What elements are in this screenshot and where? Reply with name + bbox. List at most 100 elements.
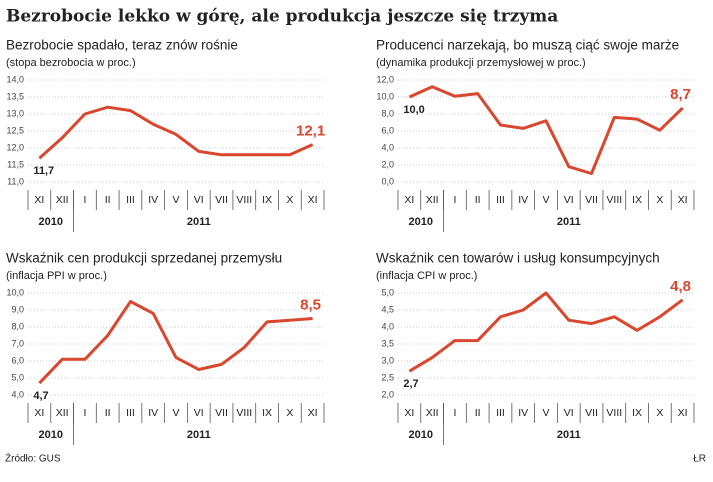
chart-title: Producenci narzekają, bo muszą ciąć swoj…	[376, 38, 679, 53]
y-tick-label: 4,0	[381, 321, 394, 331]
y-tick-label: 4,0	[11, 389, 24, 399]
x-tick-label: XI	[404, 194, 414, 206]
x-tick-label: VIII	[236, 407, 252, 419]
y-tick-label: 10,0	[6, 287, 24, 297]
x-tick-label: XI	[34, 407, 44, 419]
x-tick-label: VII	[585, 407, 598, 419]
x-tick-label: XI	[404, 407, 414, 419]
x-tick-label: III	[126, 194, 135, 206]
x-tick-label: XI	[308, 407, 318, 419]
x-tick-label: V	[172, 407, 179, 419]
value-label: 2,7	[403, 378, 418, 390]
x-tick-label: IV	[518, 194, 528, 206]
data-line	[38, 105, 314, 160]
chart-subtitle: (stopa bezrobocia w proc.)	[6, 57, 136, 69]
x-tick-label: II	[475, 407, 481, 419]
x-tick-label: I	[83, 407, 86, 419]
data-line	[38, 300, 313, 385]
y-tick-label: 13,0	[6, 108, 24, 118]
value-label: 12,1	[296, 123, 325, 140]
y-tick-label: 13,5	[6, 91, 24, 101]
x-tick-label: VI	[564, 407, 574, 419]
y-tick-label: 6,0	[381, 125, 394, 135]
x-tick-label: VI	[564, 194, 574, 206]
y-tick-label: 12,0	[6, 142, 24, 152]
x-tick-label: V	[542, 407, 549, 419]
x-tick-label: VII	[585, 194, 598, 206]
x-tick-label: I	[83, 194, 86, 206]
chart-subtitle: (inflacja PPI w proc.)	[6, 270, 107, 282]
x-tick-label: X	[286, 194, 293, 206]
y-tick-label: 5,0	[381, 287, 394, 297]
x-tick-label: VI	[194, 407, 204, 419]
x-tick-label: VIII	[236, 194, 252, 206]
credit: ŁR	[693, 454, 706, 465]
x-tick-label: III	[496, 194, 505, 206]
data-line	[408, 291, 684, 373]
y-tick-label: 3,5	[381, 338, 394, 348]
y-tick-label: 14,0	[6, 74, 24, 84]
x-tick-label: IV	[148, 407, 158, 419]
x-tick-label: III	[496, 407, 505, 419]
x-tick-label: XI	[34, 194, 44, 206]
value-label: 10,0	[403, 104, 424, 116]
y-tick-label: 2,0	[381, 159, 394, 169]
x-tick-label: VIII	[606, 194, 622, 206]
y-tick-label: 2,5	[381, 372, 394, 382]
y-tick-label: 12,5	[6, 125, 24, 135]
y-tick-label: 10,0	[376, 91, 394, 101]
x-tick-label: V	[542, 194, 549, 206]
x-tick-label: IV	[148, 194, 158, 206]
chart-title: Wskaźnik cen towarów i usług konsumpcyjn…	[376, 251, 660, 266]
x-tick-label: X	[286, 407, 293, 419]
x-tick-label: X	[656, 194, 663, 206]
page-title: Bezrobocie lekko w górę, ale produkcja j…	[6, 7, 558, 27]
y-tick-label: 9,0	[11, 304, 24, 314]
x-tick-label: XII	[426, 407, 439, 419]
x-tick-label: VII	[215, 407, 228, 419]
chart-subtitle: (inflacja CPI w proc.)	[376, 270, 477, 282]
y-tick-label: 5,0	[11, 372, 24, 382]
y-tick-label: 7,0	[11, 338, 24, 348]
x-tick-label: IX	[262, 407, 272, 419]
y-tick-label: 4,0	[381, 142, 394, 152]
x-tick-label: VIII	[606, 407, 622, 419]
x-tick-label: II	[105, 194, 111, 206]
x-tick-label: XI	[678, 194, 688, 206]
y-tick-label: 2,0	[381, 389, 394, 399]
x-tick-label: I	[453, 194, 456, 206]
x-tick-label: IX	[632, 407, 642, 419]
x-tick-label: XI	[678, 407, 688, 419]
y-tick-label: 11,0	[7, 176, 24, 186]
x-group-label: 2011	[557, 216, 581, 228]
value-label: 8,7	[670, 86, 691, 103]
x-tick-label: X	[656, 407, 663, 419]
chart-title: Bezrobocie spadało, teraz znów rośnie	[6, 38, 238, 53]
x-group-label: 2010	[39, 216, 63, 228]
y-tick-label: 11,5	[7, 159, 24, 169]
x-group-label: 2011	[187, 429, 211, 441]
x-tick-label: IX	[632, 194, 642, 206]
x-tick-label: XI	[308, 194, 318, 206]
x-tick-label: XII	[426, 194, 439, 206]
x-tick-label: V	[172, 194, 179, 206]
x-tick-label: VII	[215, 194, 228, 206]
x-tick-label: I	[453, 407, 456, 419]
y-tick-label: 12,0	[376, 74, 394, 84]
y-tick-label: 8,0	[381, 108, 394, 118]
x-group-label: 2010	[39, 429, 63, 441]
value-label: 11,7	[33, 165, 54, 177]
chart-title: Wskaźnik cen produkcji sprzedanej przemy…	[6, 251, 282, 266]
y-tick-label: 0,0	[381, 176, 394, 186]
value-label: 4,7	[33, 390, 48, 402]
x-tick-label: II	[105, 407, 111, 419]
y-tick-label: 6,0	[11, 355, 24, 365]
y-tick-label: 4,5	[381, 304, 394, 314]
value-label: 8,5	[300, 296, 321, 313]
x-tick-label: IX	[262, 194, 272, 206]
x-group-label: 2010	[409, 429, 433, 441]
x-tick-label: XII	[56, 194, 69, 206]
y-tick-label: 8,0	[11, 321, 24, 331]
x-tick-label: II	[475, 194, 481, 206]
